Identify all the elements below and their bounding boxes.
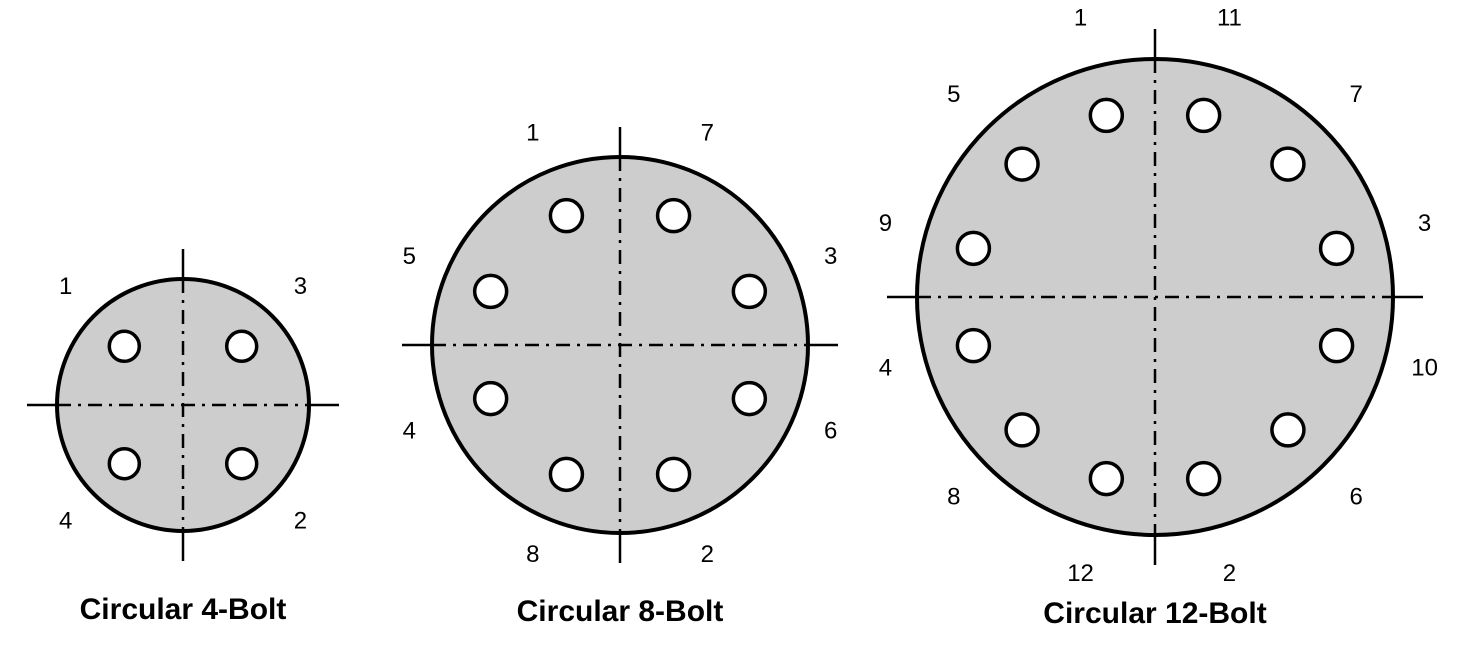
bolt-hole (109, 331, 139, 361)
bolt-label: 4 (403, 418, 416, 445)
bolt-label: 3 (294, 273, 307, 300)
bolt-label: 7 (701, 120, 714, 147)
bolt-hole (1272, 148, 1304, 180)
bolt-label: 4 (59, 508, 72, 535)
bolt-label: 5 (947, 81, 960, 108)
bolt-label: 2 (701, 541, 714, 568)
bolt-label: 12 (1067, 560, 1094, 587)
bolt-label: 1 (1074, 5, 1087, 32)
bolt-label: 11 (1217, 5, 1242, 32)
bolt-hole (957, 232, 989, 264)
bolt-hole (475, 275, 507, 307)
flange-caption: Circular 4-Bolt (80, 593, 287, 626)
flange-8: 1 7 3 6 2 8 4 5 Circular 8-Bolt (402, 120, 838, 628)
bolt-hole (475, 383, 507, 415)
bolt-hole (1188, 463, 1220, 495)
bolt-hole (1090, 463, 1122, 495)
bolt-hole (1188, 99, 1220, 131)
bolt-label: 1 (526, 120, 539, 147)
flange-12: 111731062128495Circular 12-Bolt (879, 5, 1438, 630)
bolt-hole (733, 383, 765, 415)
bolt-hole (550, 458, 582, 490)
bolt-hole (733, 275, 765, 307)
bolt-label: 6 (1349, 484, 1362, 511)
flange-caption: Circular 12-Bolt (1043, 597, 1266, 630)
bolt-hole (550, 200, 582, 232)
bolt-hole (658, 200, 690, 232)
bolt-hole (658, 458, 690, 490)
bolt-label: 3 (1418, 210, 1431, 237)
bolt-label: 5 (403, 243, 416, 270)
bolt-hole (227, 449, 257, 479)
bolt-pattern-diagram: 1 3 2 4 Circular 4-Bolt 1 7 3 6 2 8 4 5 Circular 8-Bo… (0, 0, 1484, 653)
flange-4: 1 3 2 4 Circular 4-Bolt (27, 249, 339, 626)
bolt-label: 7 (1349, 81, 1362, 108)
bolt-label: 6 (824, 418, 837, 445)
bolt-hole (1321, 330, 1353, 362)
bolt-hole (227, 331, 257, 361)
bolt-hole (1006, 148, 1038, 180)
bolt-label: 8 (526, 541, 539, 568)
bolt-label: 3 (824, 243, 837, 270)
bolt-hole (957, 330, 989, 362)
bolt-hole (1321, 232, 1353, 264)
flange-caption: Circular 8-Bolt (517, 595, 724, 628)
bolt-label: 9 (879, 210, 892, 237)
bolt-label: 2 (1223, 560, 1236, 587)
bolt-hole (109, 449, 139, 479)
bolt-hole (1006, 414, 1038, 446)
bolt-label: 1 (59, 273, 72, 300)
bolt-label: 8 (947, 484, 960, 511)
bolt-label: 4 (879, 355, 892, 382)
bolt-label: 10 (1411, 355, 1438, 382)
bolt-label: 2 (294, 508, 307, 535)
bolt-hole (1272, 414, 1304, 446)
bolt-hole (1090, 99, 1122, 131)
